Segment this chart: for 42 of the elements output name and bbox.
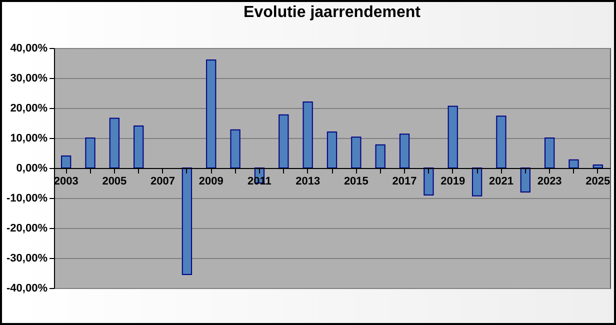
x-tick-label: 2025 <box>586 176 610 188</box>
x-tick-label: 2017 <box>392 176 417 188</box>
bar <box>326 132 338 168</box>
bar <box>85 138 96 168</box>
bar <box>399 134 410 168</box>
bar <box>61 156 72 168</box>
x-tick-label: 2021 <box>488 176 514 188</box>
y-tick-label: 10,00% <box>10 132 48 144</box>
y-tick-label: 0,00% <box>16 162 48 174</box>
bar <box>448 106 458 168</box>
x-tick-label: 2011 <box>248 176 272 188</box>
bar <box>278 114 289 168</box>
bar <box>496 116 506 168</box>
y-tick-label: -10,00% <box>6 192 48 204</box>
bar <box>134 126 144 168</box>
bar <box>472 168 482 196</box>
bar <box>109 118 120 168</box>
bar <box>544 138 555 168</box>
bar <box>424 168 434 196</box>
y-tick-label: -30,00% <box>6 252 48 264</box>
x-tick-label: 2015 <box>344 176 368 188</box>
x-tick-label: 2013 <box>296 176 320 188</box>
bar <box>206 60 216 168</box>
bar <box>520 168 530 192</box>
x-tick-label: 2023 <box>537 176 562 188</box>
y-tick-label: 20,00% <box>10 102 48 114</box>
bar <box>302 102 313 168</box>
y-tick-label: -20,00% <box>6 222 48 234</box>
x-tick-label: 2009 <box>198 176 224 188</box>
y-tick-label: 30,00% <box>10 72 48 84</box>
bar <box>375 144 386 168</box>
x-tick-label: 2003 <box>54 176 78 188</box>
bar <box>351 136 362 168</box>
x-tick-label: 2019 <box>440 176 466 188</box>
y-tick-label: 40,00% <box>10 42 48 54</box>
x-tick-label: 2005 <box>102 176 127 188</box>
bar <box>230 129 240 168</box>
chart-title: Evolutie jaarrendement <box>244 4 422 21</box>
x-tick-label: 2007 <box>150 176 176 188</box>
y-tick-label: -40,00% <box>6 282 48 294</box>
bar <box>182 168 192 275</box>
bar <box>568 159 579 168</box>
